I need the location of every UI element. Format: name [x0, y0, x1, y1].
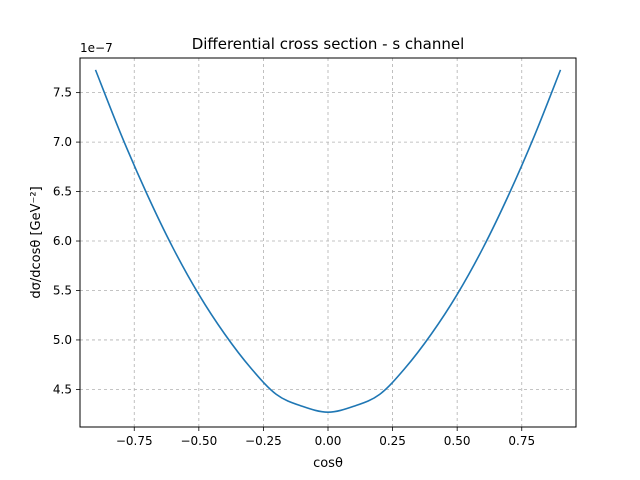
y-tick-label: 6.5 [53, 185, 72, 199]
y-axis-label: dσ/dcosθ [GeV⁻²] [29, 186, 44, 298]
grid [80, 58, 576, 427]
y-tick-label: 7.0 [53, 135, 72, 149]
series-line [94, 69, 562, 413]
x-tick-label: 0.50 [444, 434, 471, 448]
series-layer [94, 69, 562, 413]
x-axis-label: cosθ [313, 456, 343, 471]
x-tick-label: −0.50 [180, 434, 217, 448]
chart-title: Differential cross section - s channel [192, 35, 465, 53]
x-tick-label: −0.75 [116, 434, 153, 448]
y-tick-label: 4.5 [53, 382, 72, 396]
ticks: −0.75 −0.50 −0.25 0.00 0.25 0.50 0.75 4.5 5.0 5.5… [53, 86, 535, 448]
y-tick-label: 5.5 [53, 283, 72, 297]
y-tick-label: 7.5 [53, 86, 72, 100]
x-tick-label: 0.25 [379, 434, 406, 448]
y-tick-label: 5.0 [53, 333, 72, 347]
x-tick-label: −0.25 [245, 434, 282, 448]
x-tick-label: 0.00 [315, 434, 342, 448]
y-tick-label: 6.0 [53, 234, 72, 248]
y-offset-label: 1e−7 [80, 41, 113, 55]
x-tick-label: 0.75 [508, 434, 535, 448]
